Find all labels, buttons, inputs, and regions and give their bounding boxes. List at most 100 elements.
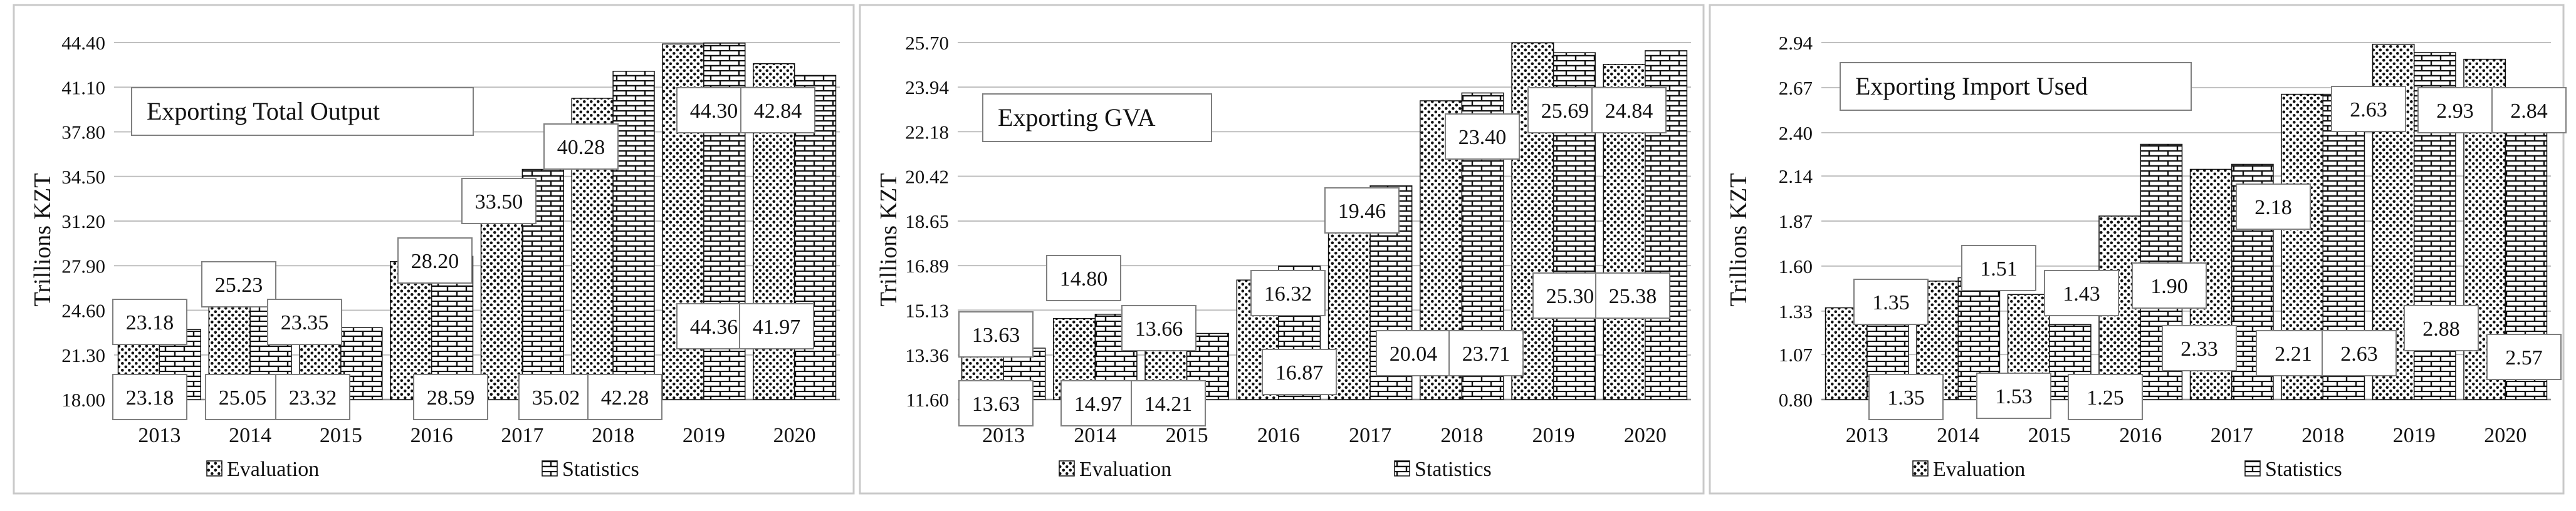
x-tick-label: 2015	[2028, 424, 2071, 447]
data-label-text: 40.28	[557, 136, 605, 159]
data-label-statistics: 23.32	[275, 374, 350, 420]
data-label-text: 2.18	[2254, 196, 2292, 219]
data-label-text: 33.50	[475, 190, 523, 214]
data-label-text: 2.63	[2340, 343, 2378, 366]
data-label-text: 24.84	[1605, 100, 1653, 123]
y-tick-label: 0.80	[1779, 389, 1813, 411]
x-tick-label: 2020	[2484, 424, 2526, 447]
data-label-box	[1046, 255, 1121, 301]
data-label-text: 2.63	[2350, 98, 2387, 121]
y-tick-label: 2.40	[1779, 122, 1813, 144]
data-label-evaluation: 13.63	[958, 311, 1034, 358]
data-label-box	[1131, 380, 1206, 426]
x-tick-label: 2020	[773, 424, 816, 447]
legend-label-evaluation: Evaluation	[1933, 458, 2025, 481]
legend-swatch-statistics	[2244, 460, 2261, 477]
data-label-evaluation: 40.28	[543, 123, 619, 170]
data-label-evaluation: 2.63	[2331, 86, 2406, 132]
data-label-text: 23.18	[126, 311, 174, 334]
data-label-box	[1262, 349, 1337, 395]
data-label-evaluation: 2.93	[2417, 87, 2493, 133]
data-label-evaluation: 23.35	[267, 299, 342, 345]
data-label-box	[2044, 270, 2119, 316]
data-label-box	[1532, 272, 1608, 319]
data-label-evaluation: 28.20	[397, 237, 473, 284]
data-label-text: 25.30	[1546, 285, 1594, 308]
data-label-box	[1448, 330, 1524, 376]
data-label-evaluation: 1.35	[1853, 279, 1929, 325]
data-label-box	[275, 374, 350, 420]
y-tick-label: 25.70	[905, 32, 949, 54]
data-label-statistics: 2.21	[2256, 330, 2331, 376]
y-tick-label: 41.10	[61, 76, 105, 98]
x-tick-label: 2013	[1846, 424, 1888, 447]
data-label-text: 44.30	[690, 100, 738, 123]
legend-swatch-evaluation	[1912, 460, 1929, 477]
data-label-text: 42.84	[754, 100, 802, 123]
legend-label-evaluation: Evaluation	[1079, 458, 1171, 481]
data-label-text: 20.04	[1390, 343, 1438, 366]
data-label-text: 1.51	[1980, 257, 2018, 281]
data-label-text: 1.53	[1995, 385, 2033, 408]
data-label-evaluation: 2.84	[2491, 87, 2567, 133]
data-label-statistics: 16.87	[1262, 349, 1337, 395]
data-label-box	[112, 299, 187, 345]
data-label-box	[413, 374, 488, 420]
x-tick-label: 2016	[1257, 424, 1300, 447]
data-label-text: 28.20	[411, 250, 459, 273]
data-label-text: 16.87	[1275, 361, 1324, 385]
data-label-statistics: 2.88	[2404, 305, 2479, 351]
data-label-text: 35.02	[532, 386, 580, 410]
data-label-text: 25.38	[1609, 285, 1657, 308]
title-box	[1840, 62, 2192, 111]
data-label-box	[1853, 279, 1929, 325]
y-tick-label: 1.33	[1779, 301, 1813, 323]
data-label-evaluation: 2.18	[2236, 183, 2311, 230]
data-label-text: 2.21	[2275, 343, 2312, 366]
data-label-box	[1376, 330, 1451, 376]
data-label-text: 13.63	[972, 393, 1020, 416]
data-label-text: 1.35	[1887, 386, 1925, 410]
x-tick-label: 2017	[501, 424, 543, 447]
data-label-text: 14.21	[1144, 393, 1193, 416]
data-label-box	[1868, 374, 1944, 420]
data-label-evaluation: 25.69	[1527, 87, 1603, 133]
data-label-statistics: 42.28	[587, 374, 662, 420]
bar-statistics	[612, 71, 655, 400]
data-label-box	[1060, 380, 1136, 426]
data-label-statistics: 23.71	[1448, 330, 1524, 376]
y-tick-label: 15.13	[905, 299, 949, 321]
x-tick-label: 2018	[2301, 424, 2344, 447]
data-label-box	[1250, 270, 1326, 316]
y-tick-label: 16.89	[905, 255, 949, 277]
data-label-statistics: 25.05	[205, 374, 280, 420]
title-box	[982, 93, 1212, 142]
y-axis-title: Trillions KZT	[1725, 173, 1752, 307]
data-label-evaluation: 1.90	[2132, 262, 2207, 309]
data-label-text: 1.90	[2150, 275, 2188, 298]
data-label-box	[267, 299, 342, 345]
y-tick-label: 2.94	[1779, 32, 1813, 54]
data-label-box	[2486, 334, 2562, 380]
data-label-statistics: 14.97	[1060, 380, 1136, 426]
legend-swatch-evaluation	[1059, 460, 1075, 477]
data-label-evaluation: 24.84	[1591, 87, 1667, 133]
data-label-evaluation: 42.84	[740, 87, 815, 133]
data-label-text: 19.46	[1338, 200, 1386, 223]
chart-title: Exporting Total Output	[147, 97, 380, 125]
data-label-box	[1527, 87, 1603, 133]
data-label-text: 1.25	[2086, 386, 2124, 410]
y-tick-label: 13.36	[905, 344, 949, 366]
data-label-text: 42.28	[601, 386, 649, 410]
y-tick-label: 2.14	[1779, 165, 1813, 187]
data-label-evaluation: 16.32	[1250, 270, 1326, 316]
data-label-text: 44.36	[690, 316, 738, 339]
y-tick-label: 34.50	[61, 166, 105, 188]
chart-title: Exporting Import Used	[1855, 72, 2088, 100]
data-label-text: 16.32	[1264, 282, 1312, 306]
data-label-box	[740, 87, 815, 133]
x-tick-label: 2020	[1624, 424, 1667, 447]
data-label-text: 25.23	[215, 274, 263, 297]
data-label-box	[397, 237, 473, 284]
legend-swatch-statistics	[1394, 460, 1410, 477]
